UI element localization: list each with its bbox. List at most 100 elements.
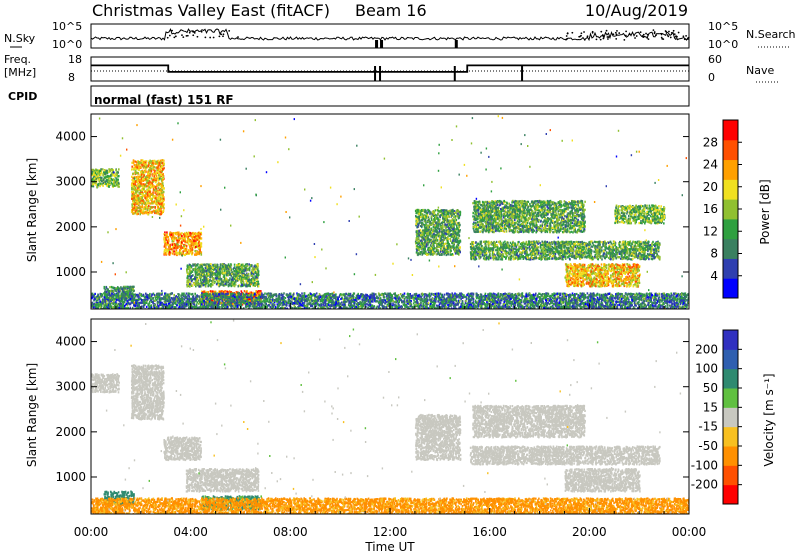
heatmap-cell [145,194,147,196]
heatmap-cell [426,212,428,214]
heatmap-cell [433,215,435,217]
noise-gap-marker [455,40,458,48]
heatmap-cell [194,254,196,256]
heatmap-cell [177,241,179,243]
heatmap-cell [133,201,135,203]
heatmap-cell [456,226,458,228]
heatmap-cell [221,280,223,282]
freq-right-label: Nave [746,64,774,77]
heatmap-cell [111,290,113,292]
noise-search-point [204,36,206,38]
heatmap-cell [228,263,230,265]
heatmap-cell [444,237,446,239]
heatmap-cell [452,245,454,247]
heatmap-cell [187,266,189,268]
noise-search-point [670,37,672,39]
heatmap-cell [142,200,144,202]
heatmap-cell [190,240,192,242]
heatmap-cell [424,216,426,218]
heatmap-cell [148,182,150,184]
heatmap-cell [148,205,150,207]
heatmap-cell [417,209,419,211]
heatmap-cell [156,175,158,177]
heatmap-cell [160,189,162,191]
heatmap-cell [450,209,452,211]
heatmap-cell [127,286,129,288]
heatmap-cell [173,250,175,252]
heatmap-cell [147,165,149,167]
heatmap-cell [444,213,446,215]
heatmap-cell [457,222,459,224]
heatmap-cell [176,251,178,253]
heatmap-cell [218,276,220,278]
heatmap-cell [453,219,455,221]
heatmap-cell [158,202,160,204]
heatmap-cell [195,233,197,235]
heatmap-cell [108,180,110,182]
heatmap-cell [194,276,196,278]
heatmap-cell [157,210,159,212]
heatmap-cell [244,290,246,292]
noise-search-point [673,30,675,32]
heatmap-cell [138,183,140,185]
heatmap-cell [193,246,195,248]
heatmap-cell [443,229,445,231]
heatmap-cell [448,213,450,215]
noise-search-point [607,38,609,40]
heatmap-cell [133,195,135,197]
noise-search-point [584,39,586,41]
heatmap-cell [458,250,460,252]
heatmap-cell [415,210,417,212]
heatmap-cell [440,240,442,242]
heatmap-cell [221,278,223,280]
noise-left-label: N.Sky [4,32,36,45]
heatmap-cell [158,174,160,176]
heatmap-cell [245,267,247,269]
heatmap-cell [109,290,111,292]
heatmap-cell [436,244,438,246]
heatmap-cell [245,264,247,266]
heatmap-cell [194,250,196,252]
noise-search-point [566,35,568,37]
heatmap-cell [161,192,163,194]
noise-search-point [612,33,614,35]
heatmap-cell [130,290,132,292]
heatmap-cell [442,231,444,233]
heatmap-cell [231,281,233,283]
heatmap-cell [162,175,164,177]
heatmap-cell [416,212,418,214]
heatmap-cell [442,214,444,216]
heatmap-cell [166,231,168,233]
noise-search-point [615,32,617,34]
heatmap-cell [160,213,162,215]
heatmap-cell [162,179,164,181]
heatmap-cell [195,280,197,282]
heatmap-cell [425,250,427,252]
heatmap-cell [141,197,143,199]
heatmap-cell [159,169,161,171]
heatmap-cell [134,185,136,187]
noise-panel-frame [91,24,689,48]
heatmap-cell [202,279,204,281]
heatmap-cell [253,284,255,286]
heatmap-cell [178,234,180,236]
heatmap-cell [251,275,253,277]
heatmap-cell [192,237,194,239]
heatmap-cell [223,272,225,274]
heatmap-cell [108,175,110,177]
heatmap-cell [459,217,461,219]
heatmap-cell [131,188,133,190]
heatmap-cell [446,226,448,228]
noise-search-point [173,36,175,38]
heatmap-cell [257,283,259,285]
heatmap-cell [424,224,426,226]
heatmap-cell [158,182,160,184]
cpid-label: CPID [8,90,37,103]
heatmap-cell [217,264,219,266]
heatmap-cell [434,234,436,236]
heatmap-cell [168,240,170,242]
heatmap-cell [430,221,432,223]
heatmap-cell [107,176,109,178]
heatmap-cell [255,290,257,292]
